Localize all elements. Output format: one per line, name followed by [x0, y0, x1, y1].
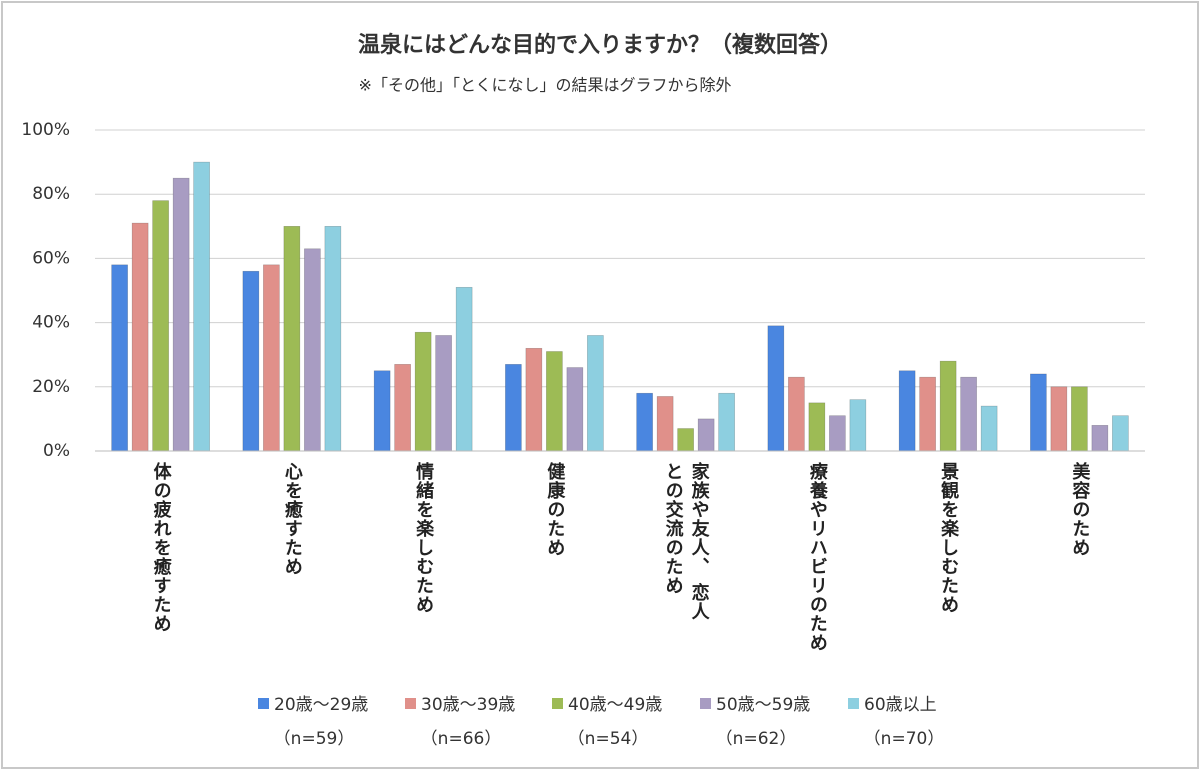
legend-label: 30歳〜39歳 — [421, 695, 515, 715]
bar — [1071, 386, 1088, 452]
bar — [587, 335, 604, 452]
bar — [283, 226, 301, 452]
legend-note: （n=54） — [568, 729, 649, 749]
bar — [939, 360, 957, 452]
bar — [718, 392, 735, 452]
bar — [394, 364, 411, 452]
x-tick-label: 景観を楽しむため — [938, 462, 960, 614]
y-tick-label: 0% — [43, 441, 70, 461]
bar — [373, 370, 391, 452]
legend-label: 50歳〜59歳 — [716, 695, 810, 715]
bar — [172, 177, 190, 452]
legend-swatch — [405, 698, 416, 709]
y-tick-label: 100% — [21, 120, 70, 140]
chart-title: 温泉にはどんな目的で入りますか？（複数回答） — [358, 32, 842, 58]
legend-swatch — [700, 698, 711, 709]
bar — [525, 347, 543, 452]
bar — [849, 399, 867, 452]
bar — [919, 376, 936, 452]
bar — [980, 405, 998, 452]
chart-subtitle: ※「その他」「とくになし」の結果はグラフから除外 — [359, 76, 732, 95]
bar — [808, 402, 826, 452]
legend-note: （n=70） — [864, 729, 945, 749]
bar — [435, 335, 452, 452]
x-tick-label: 情緒を楽しむため — [413, 462, 435, 614]
y-tick-label: 80% — [32, 184, 70, 204]
legend-note: （n=66） — [421, 729, 502, 749]
bar — [131, 222, 149, 452]
bar — [788, 376, 805, 452]
bar — [1030, 373, 1047, 452]
bar — [1091, 425, 1109, 452]
bar — [677, 428, 694, 452]
bar — [193, 161, 210, 452]
legend-note: （n=62） — [716, 729, 797, 749]
y-tick-label: 60% — [32, 248, 70, 268]
bar — [656, 396, 674, 452]
y-tick-label: 20% — [32, 377, 70, 397]
bar — [324, 226, 342, 452]
bar — [546, 351, 563, 452]
bar — [1112, 415, 1129, 452]
x-tick-label: 健康のため — [544, 462, 566, 557]
bar — [829, 415, 846, 452]
bar — [304, 248, 321, 452]
bar — [152, 200, 169, 452]
x-tick-label: 体の疲れを癒すため — [150, 462, 172, 633]
bar — [414, 331, 432, 452]
x-tick-label: 心を癒すため — [281, 462, 303, 576]
bar — [111, 264, 128, 452]
legend-label: 40歳〜49歳 — [568, 695, 662, 715]
bar — [767, 325, 785, 452]
bar — [636, 392, 653, 452]
x-tick-label: 家族や友人、 恋人 との交流のため — [662, 462, 710, 622]
bar — [263, 264, 280, 452]
bar — [455, 286, 473, 452]
x-tick-label: 療養やリハビリのため — [806, 462, 828, 652]
legend-swatch — [258, 698, 269, 709]
x-tick-label: 美容のため — [1069, 462, 1091, 557]
bar — [242, 270, 260, 452]
legend-note: （n=59） — [274, 729, 355, 749]
legend-swatch — [552, 698, 563, 709]
bar — [505, 364, 522, 452]
legend-label: 60歳以上 — [864, 695, 937, 715]
bar — [898, 370, 916, 452]
legend-swatch — [848, 698, 859, 709]
bar — [697, 418, 715, 452]
bar — [566, 367, 584, 452]
legend-label: 20歳〜29歳 — [274, 695, 368, 715]
y-tick-label: 40% — [32, 313, 70, 333]
bar — [1050, 386, 1068, 452]
bar — [960, 376, 977, 452]
